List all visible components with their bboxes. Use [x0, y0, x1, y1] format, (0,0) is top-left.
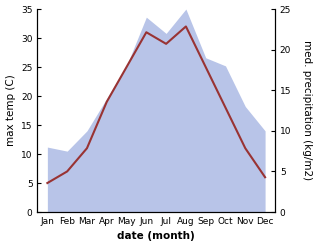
Y-axis label: med. precipitation (kg/m2): med. precipitation (kg/m2): [302, 41, 313, 181]
X-axis label: date (month): date (month): [117, 231, 195, 242]
Y-axis label: max temp (C): max temp (C): [5, 75, 16, 146]
